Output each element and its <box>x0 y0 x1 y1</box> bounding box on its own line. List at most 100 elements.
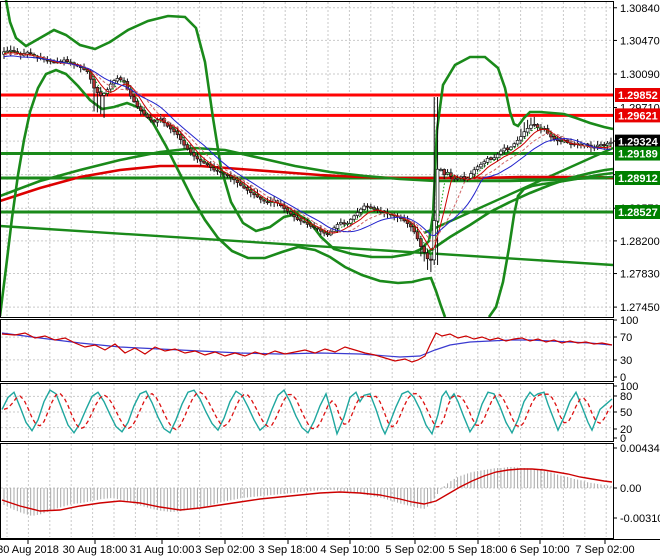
rsi-panel-border <box>0 319 614 382</box>
candle-bearish <box>425 252 430 260</box>
candle-bearish <box>202 160 206 164</box>
price-tick-label: 1.30090 <box>620 69 660 81</box>
candle-bearish <box>12 50 16 52</box>
macd-panel-border <box>0 443 614 539</box>
candle-bullish <box>355 212 360 216</box>
candle-bearish <box>135 100 140 107</box>
trendline-descending[interactable] <box>0 224 614 267</box>
stoch-tick-label: 80 <box>620 391 632 403</box>
date-label[interactable]: 3 Sep 18:00 <box>258 544 317 556</box>
date-label[interactable]: 6 Sep 10:00 <box>510 544 569 556</box>
candle-bearish <box>192 152 196 157</box>
candle-bearish <box>195 155 200 160</box>
candle-bullish <box>475 166 480 170</box>
candle-bearish <box>552 136 557 140</box>
candle-bearish <box>369 206 373 209</box>
candle-bearish <box>422 245 426 253</box>
macd-tick-label: 0.004344 <box>620 443 660 455</box>
candle-bullish <box>609 141 613 144</box>
date-label[interactable]: 7 Sep 02:00 <box>575 544 634 556</box>
price-tick-label: 1.27830 <box>620 269 660 281</box>
price-level-badge-text: 1.29852 <box>618 90 658 102</box>
candle-bearish <box>132 96 136 103</box>
trendline-ascending[interactable] <box>423 146 614 235</box>
candle-bearish <box>295 216 300 220</box>
macd-tick-label: 0.00 <box>620 483 641 495</box>
date-label[interactable]: 4 Sep 10:00 <box>320 544 379 556</box>
candle-bearish <box>118 77 123 81</box>
candle-bullish <box>352 215 356 220</box>
stoch-k-line <box>1 389 613 437</box>
candle-bullish <box>502 147 507 152</box>
candle-bullish <box>432 220 436 261</box>
candle-bullish <box>435 168 440 222</box>
band-mid-right <box>427 167 614 254</box>
candle-bearish <box>342 222 346 225</box>
date-label[interactable]: 5 Sep 18:00 <box>448 544 507 556</box>
candle-bearish <box>175 130 180 135</box>
candle-bearish <box>412 225 416 233</box>
ma-red-slow <box>0 164 614 203</box>
candle-bullish <box>115 78 120 82</box>
price-level-badge <box>615 171 660 186</box>
candle-bullish <box>519 136 523 141</box>
candle-bullish <box>595 144 600 147</box>
candle-bearish <box>148 117 153 121</box>
candle-bullish <box>469 173 473 179</box>
date-label[interactable]: 30 Aug 18:00 <box>63 544 128 556</box>
price-level-badge-text: 1.29324 <box>618 137 659 149</box>
candle-bearish <box>138 106 143 111</box>
candle-bullish <box>472 169 476 175</box>
price-panel-border <box>0 1 614 318</box>
candle-bearish <box>365 205 370 208</box>
candle-bullish <box>485 158 490 163</box>
candle-bearish <box>98 91 103 96</box>
stoch-tick-label: 100 <box>620 381 638 393</box>
candle-bullish <box>512 143 517 147</box>
rsi-tick-label: 0 <box>620 372 626 384</box>
price-level-badge <box>615 88 660 102</box>
candle-bearish <box>239 182 243 186</box>
macd-signal-line <box>1 468 613 512</box>
band-lower-right <box>487 171 614 318</box>
candle-bearish <box>285 207 290 212</box>
price-level-badge-text: 1.29621 <box>618 110 658 122</box>
candle-bullish <box>482 161 486 165</box>
date-label[interactable]: 5 Sep 02:00 <box>385 544 444 556</box>
candle-bullish <box>335 224 340 229</box>
candle-bearish <box>489 157 493 160</box>
stoch-tick-label: 0 <box>620 433 626 445</box>
candle-bearish <box>169 125 173 130</box>
candle-bearish <box>252 192 256 196</box>
rsi-tick-label: 30 <box>620 355 632 367</box>
price-tick-label: 1.30840 <box>620 3 660 15</box>
rsi-line <box>1 332 613 363</box>
candle-bearish <box>212 167 216 171</box>
candle-bullish <box>509 146 513 150</box>
candle-bearish <box>95 87 100 93</box>
candle-bullish <box>8 49 13 52</box>
candle-bearish <box>292 214 296 218</box>
ma-thin-blue <box>3 55 611 237</box>
date-label[interactable]: 30 Aug 2018 <box>0 544 59 556</box>
candle-bearish <box>409 223 413 228</box>
date-label[interactable]: 31 Aug 10:00 <box>130 544 195 556</box>
band-upper <box>4 0 614 259</box>
candle-bearish <box>215 169 220 172</box>
candle-bullish <box>495 154 500 159</box>
candle-bullish <box>529 124 533 129</box>
candle-bullish <box>455 178 460 180</box>
price-level-badge <box>615 134 660 149</box>
candle-bullish <box>339 222 343 225</box>
candle-bearish <box>185 144 190 150</box>
candle-bearish <box>532 123 537 126</box>
candle-bearish <box>242 185 246 189</box>
ma-thin-dashed <box>3 53 611 242</box>
date-label[interactable]: 3 Sep 02:00 <box>195 544 254 556</box>
macd-tick-label: -0.003104 <box>620 513 660 525</box>
candle-bullish <box>522 131 527 137</box>
price-level-badge-text: 1.28527 <box>618 207 658 219</box>
